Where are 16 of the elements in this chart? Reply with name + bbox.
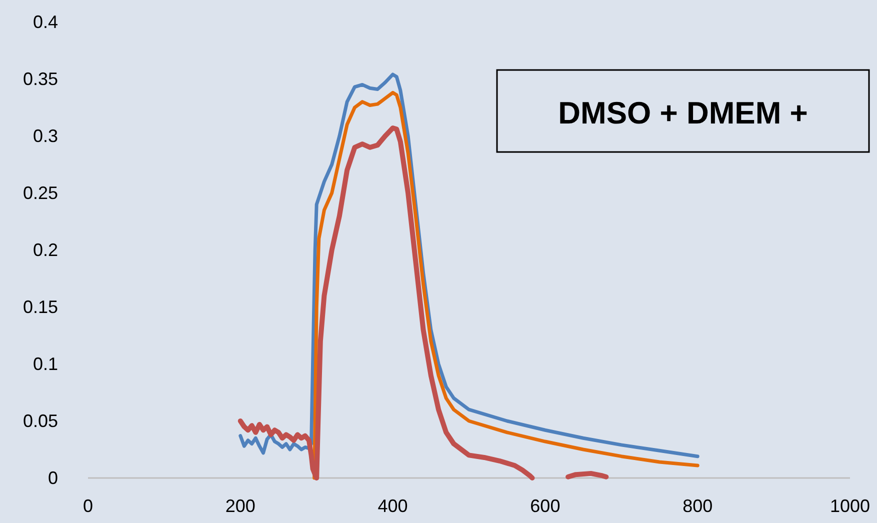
x-tick-label: 600 xyxy=(530,496,560,516)
y-tick-label: 0 xyxy=(48,468,58,488)
y-tick-label: 0.25 xyxy=(22,183,58,203)
y-tick-label: 0.05 xyxy=(22,411,58,431)
y-tick-label: 0.4 xyxy=(32,12,58,32)
y-tick-label: 0.35 xyxy=(22,69,58,89)
y-tick-label: 0.1 xyxy=(32,354,58,374)
y-tick-label: 0.2 xyxy=(32,240,58,260)
annotation: DMSO + DMEM + xyxy=(558,96,808,130)
y-tick-label: 0.15 xyxy=(22,297,58,317)
x-tick-label: 1000 xyxy=(830,496,870,516)
x-tick-label: 200 xyxy=(225,496,256,516)
x-tick-label: 0 xyxy=(82,496,94,516)
y-tick-label: 0.3 xyxy=(32,126,58,146)
x-tick-label: 800 xyxy=(682,496,713,516)
x-tick-label: 400 xyxy=(378,496,408,516)
